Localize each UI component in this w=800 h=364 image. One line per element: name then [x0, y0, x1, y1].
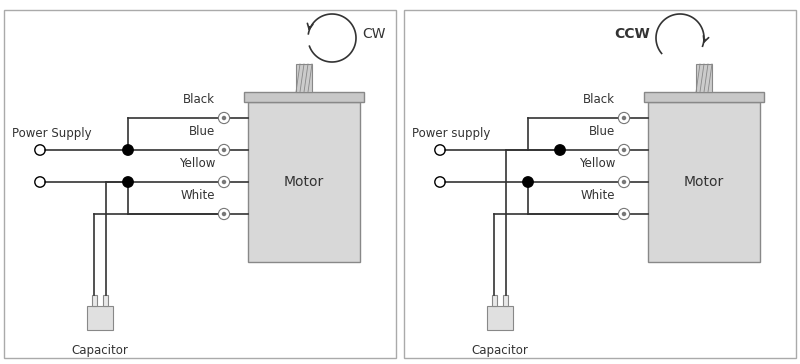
Circle shape [123, 145, 133, 155]
Bar [696, 64, 712, 92]
Bar [644, 92, 764, 102]
Text: Black: Black [583, 93, 615, 106]
Circle shape [622, 148, 626, 152]
Text: Yellow: Yellow [179, 157, 215, 170]
Bar [248, 102, 360, 262]
Circle shape [622, 212, 626, 216]
Text: Capacitor: Capacitor [471, 344, 529, 357]
Bar [244, 92, 364, 102]
Text: Black: Black [183, 93, 215, 106]
Bar [487, 306, 513, 330]
Text: White: White [181, 189, 215, 202]
Circle shape [123, 177, 133, 187]
Text: Motor: Motor [684, 175, 724, 189]
Circle shape [555, 145, 565, 155]
Text: CCW: CCW [614, 27, 650, 41]
Bar [103, 295, 108, 306]
Bar [87, 306, 113, 330]
Circle shape [222, 180, 226, 184]
Text: Power Supply: Power Supply [12, 127, 92, 140]
Circle shape [222, 116, 226, 120]
Bar [296, 64, 312, 92]
Circle shape [523, 177, 534, 187]
Text: Motor: Motor [284, 175, 324, 189]
Circle shape [622, 116, 626, 120]
Text: CW: CW [362, 27, 386, 41]
Circle shape [622, 180, 626, 184]
Circle shape [222, 212, 226, 216]
Text: Blue: Blue [589, 125, 615, 138]
Bar [648, 102, 760, 262]
Text: White: White [581, 189, 615, 202]
Bar [503, 295, 508, 306]
Text: Blue: Blue [189, 125, 215, 138]
Bar [492, 295, 497, 306]
Text: Capacitor: Capacitor [71, 344, 129, 357]
Circle shape [222, 148, 226, 152]
Bar [92, 295, 97, 306]
Text: Yellow: Yellow [579, 157, 615, 170]
Text: Power supply: Power supply [412, 127, 490, 140]
